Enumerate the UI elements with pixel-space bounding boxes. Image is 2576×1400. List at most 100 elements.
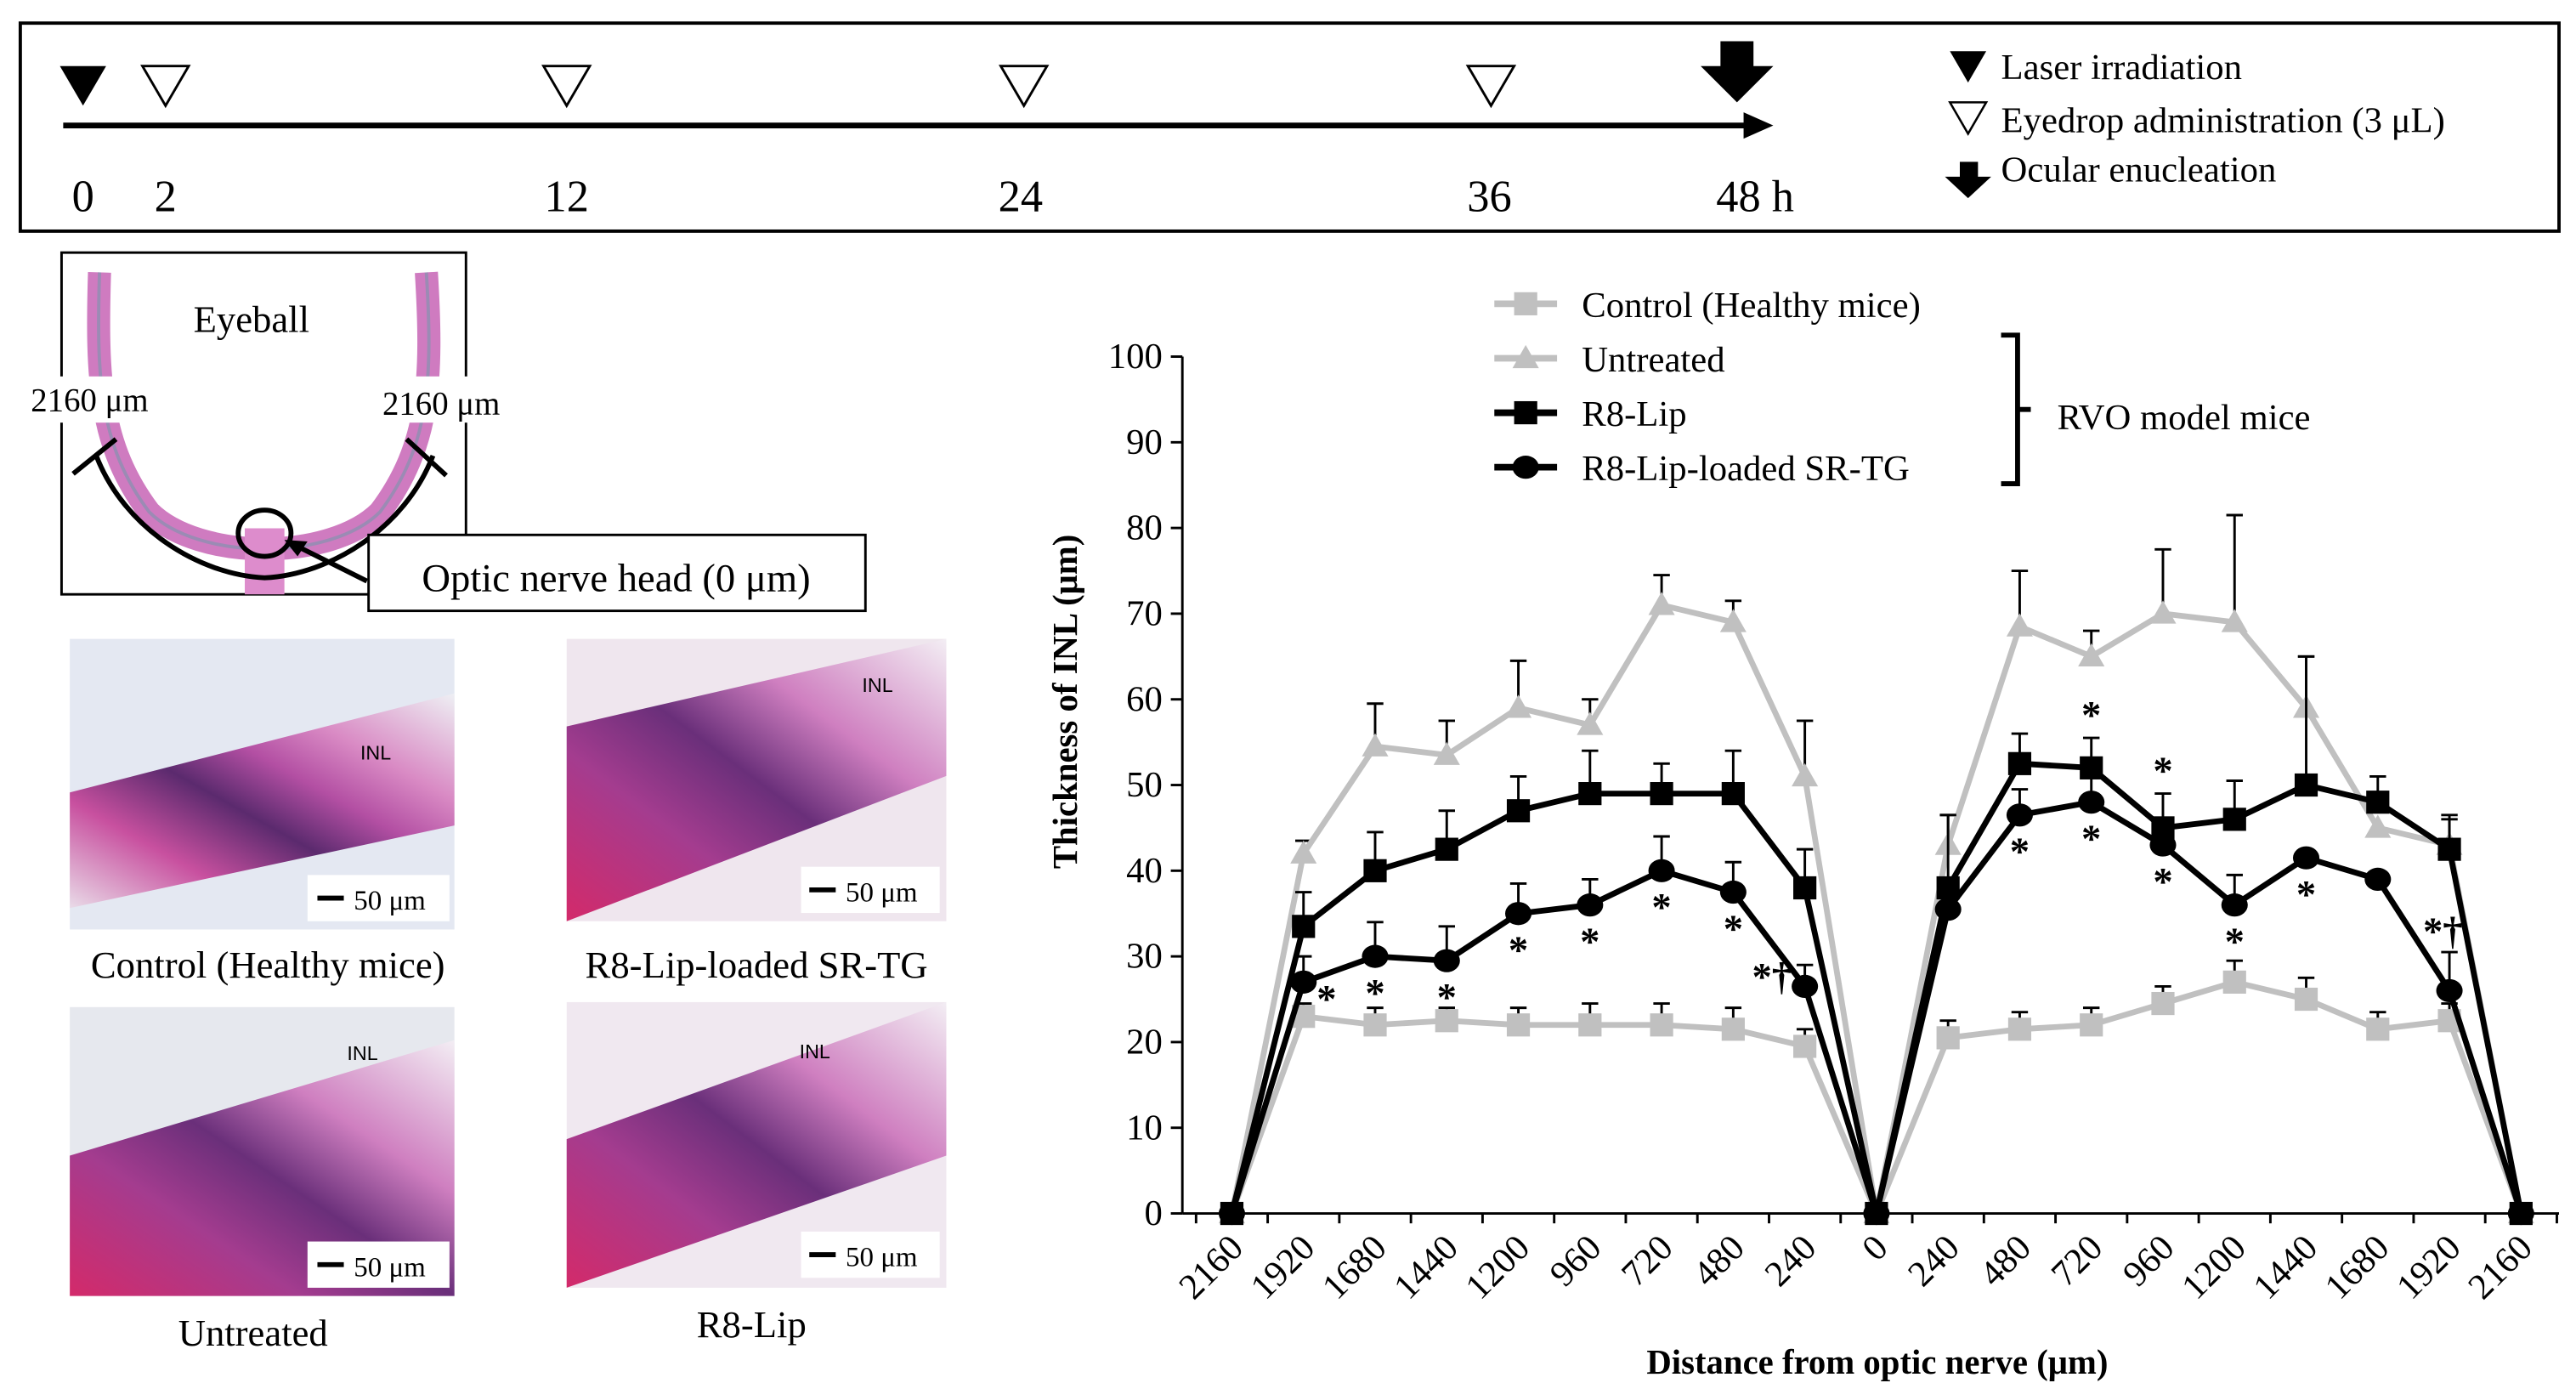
micrograph-r8-lip: 50 μm INL R8-Lip: [566, 1001, 947, 1346]
series-control-healthy-mice-: [1220, 959, 2533, 1226]
series-r8-lip: [1220, 655, 2533, 1226]
x-tick-label: 1440: [2245, 1227, 2325, 1307]
data-point: [1290, 970, 1317, 994]
x-tick-label: 1920: [1243, 1227, 1323, 1307]
series-r8-lip-loaded-sr-tg: [1218, 774, 2534, 1226]
legend-marker-icon: [1512, 344, 1539, 369]
data-point: [1363, 1013, 1387, 1037]
arc-end-tick: [405, 437, 448, 478]
significance-marker: *: [2010, 830, 2030, 874]
timeline-tick: 12: [545, 173, 589, 222]
x-tick-label: 480: [1685, 1227, 1752, 1295]
micrograph-image: [70, 1040, 455, 1296]
x-tick-label: 1920: [2389, 1227, 2469, 1307]
x-tick-label: 960: [2115, 1227, 2183, 1295]
data-point: [2149, 833, 2177, 857]
y-axis-label: Thickness of INL (μm): [1046, 535, 1084, 869]
data-point: [1648, 859, 1675, 882]
x-tick-label: 2160: [1171, 1227, 1251, 1307]
data-point: [2221, 609, 2248, 632]
arc-end-tick: [71, 437, 118, 476]
data-point: [1435, 1009, 1458, 1033]
significance-marker: *†: [1752, 955, 1792, 999]
scale-bar-label: 50 μm: [354, 886, 426, 916]
data-point: [1650, 1013, 1673, 1037]
x-tick-label: 1200: [2174, 1227, 2254, 1307]
data-point: [2507, 1201, 2534, 1226]
legend-laser-label: Laser irradiation: [2001, 48, 2242, 88]
inl-label: INL: [360, 741, 391, 763]
data-point: [2366, 791, 2390, 814]
data-point: [2222, 970, 2246, 994]
data-point: [1578, 782, 1602, 806]
group-label: RVO model mice: [2058, 398, 2311, 438]
data-point: [1506, 799, 1531, 823]
data-point: [1506, 1013, 1531, 1037]
y-tick-label: 20: [1126, 1023, 1163, 1063]
data-point: [1362, 944, 1389, 968]
data-point: [2078, 643, 2105, 666]
timeline-panel: 0 2 12 24 36 48 h Laser irradiation Eyed…: [18, 21, 2561, 233]
data-point: [1793, 876, 1817, 900]
timeline-tick: 2: [155, 173, 177, 222]
x-tick-label: 720: [2044, 1227, 2111, 1295]
y-tick-label: 100: [1108, 337, 1163, 377]
callout-box: [367, 533, 867, 613]
legend-item: R8-Lip-loaded SR-TG: [1494, 449, 1910, 489]
micrograph-untreated: 50 μm INL Untreated: [70, 1006, 455, 1354]
significance-marker: *: [2081, 817, 2101, 861]
data-point: [1863, 1201, 1890, 1226]
x-tick-label: 0: [1854, 1227, 1895, 1268]
left-distance-label: 2160 μm: [31, 383, 148, 419]
significance-marker: *: [2081, 693, 2101, 737]
data-point: [1505, 902, 1532, 926]
inl-label: INL: [862, 674, 892, 696]
data-point: [1721, 1017, 1745, 1041]
y-tick-label: 10: [1126, 1108, 1163, 1148]
micrograph-caption: Untreated: [178, 1312, 328, 1354]
data-point: [1292, 915, 1316, 938]
data-point: [2294, 773, 2318, 797]
data-point: [1290, 840, 1317, 864]
x-tick-label: 1440: [1386, 1227, 1466, 1307]
data-point: [1578, 1013, 1602, 1037]
data-point: [1721, 782, 1745, 806]
legend-marker-icon: [1514, 400, 1537, 425]
data-point: [1648, 592, 1675, 615]
scale-bar-label: 50 μm: [846, 877, 918, 908]
callout-arrowhead-icon: [284, 540, 308, 557]
timeline-tick: 36: [1467, 173, 1511, 222]
data-point: [1719, 880, 1747, 904]
data-point: [1792, 762, 1819, 787]
legend-marker-icon: [1514, 292, 1537, 315]
data-point: [2364, 867, 2392, 892]
legend-label: Control (Healthy mice): [1582, 286, 1921, 326]
inl-thickness-chart: Thickness of INL (μm) Distance from opti…: [1046, 286, 2560, 1381]
timeline-tick: 24: [999, 173, 1043, 222]
significance-marker: *†: [2423, 910, 2463, 954]
label-bg: [366, 376, 507, 423]
enucleation-marker-icon: [1701, 41, 1774, 103]
data-point: [1433, 949, 1460, 972]
legend-label: R8-Lip-loaded SR-TG: [1582, 449, 1910, 489]
significance-marker: *: [1365, 971, 1384, 1015]
eyedrop-marker-icon: [1465, 65, 1517, 109]
group-bracket: [2001, 332, 2031, 486]
legend-item: Untreated: [1494, 340, 1725, 380]
significance-marker: *: [1651, 886, 1671, 930]
data-point: [1433, 741, 1460, 765]
x-axis-label: Distance from optic nerve (μm): [1646, 1343, 2108, 1381]
x-tick-label: 1200: [1458, 1227, 1538, 1307]
data-point: [2078, 791, 2105, 814]
data-point: [1792, 974, 1819, 999]
eyedrop-marker-icon: [999, 65, 1050, 109]
data-point: [2151, 991, 2175, 1016]
data-point: [2006, 613, 2033, 637]
data-point: [1577, 893, 1604, 917]
significance-marker: *: [2153, 859, 2172, 904]
timeline-tick: 0: [72, 173, 94, 222]
scale-bar-label: 50 μm: [354, 1252, 426, 1283]
data-point: [2007, 751, 2032, 775]
enucleation-legend-icon: [1945, 162, 1991, 199]
